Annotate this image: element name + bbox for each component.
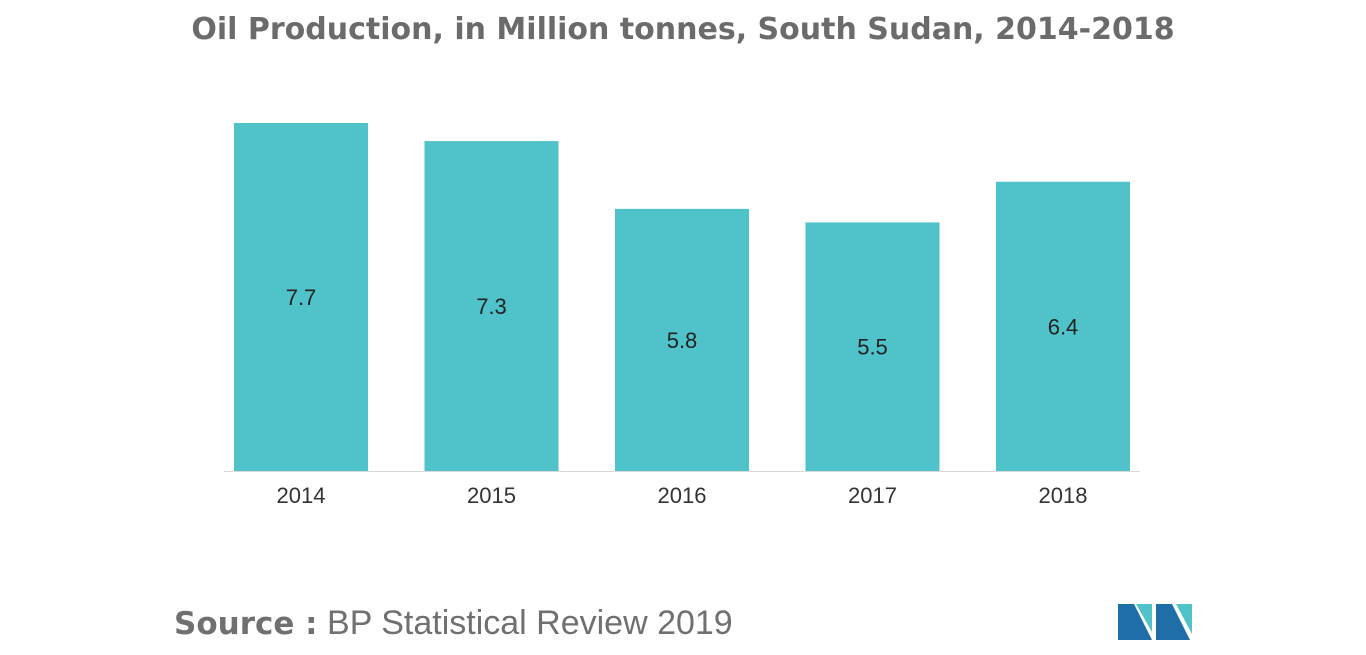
chart-title: Oil Production, in Million tonnes, South… <box>191 12 1175 47</box>
bar-value-label-2014: 7.7 <box>286 285 317 310</box>
x-tick-label-2015: 2015 <box>467 483 516 508</box>
source-note: Source : BP Statistical Review 2019 <box>174 604 733 643</box>
source-prefix: Source : <box>174 606 318 642</box>
x-tick-label-2017: 2017 <box>848 483 897 508</box>
bar-value-label-2016: 5.8 <box>667 328 698 353</box>
x-tick-label-2014: 2014 <box>277 483 326 508</box>
bar-2017 <box>805 222 940 471</box>
bar-value-label-2015: 7.3 <box>476 294 507 319</box>
source-text: BP Statistical Review 2019 <box>317 604 733 642</box>
bar-value-label-2017: 5.5 <box>857 335 888 360</box>
bar-2018 <box>996 181 1130 472</box>
bar-value-labels: 7.7 7.3 5.8 5.5 6.4 <box>286 285 1079 360</box>
bar-2015 <box>424 141 559 471</box>
bar-2014 <box>234 123 368 471</box>
bar-value-label-2018: 6.4 <box>1048 314 1079 339</box>
bar-2016 <box>615 208 749 472</box>
x-tick-label-2016: 2016 <box>658 483 707 508</box>
x-tick-labels: 2014 2015 2016 2017 2018 <box>277 483 1088 508</box>
mordor-intelligence-logo-icon <box>1118 604 1192 640</box>
bars-layer <box>234 123 1130 472</box>
x-tick-label-2018: 2018 <box>1039 483 1088 508</box>
